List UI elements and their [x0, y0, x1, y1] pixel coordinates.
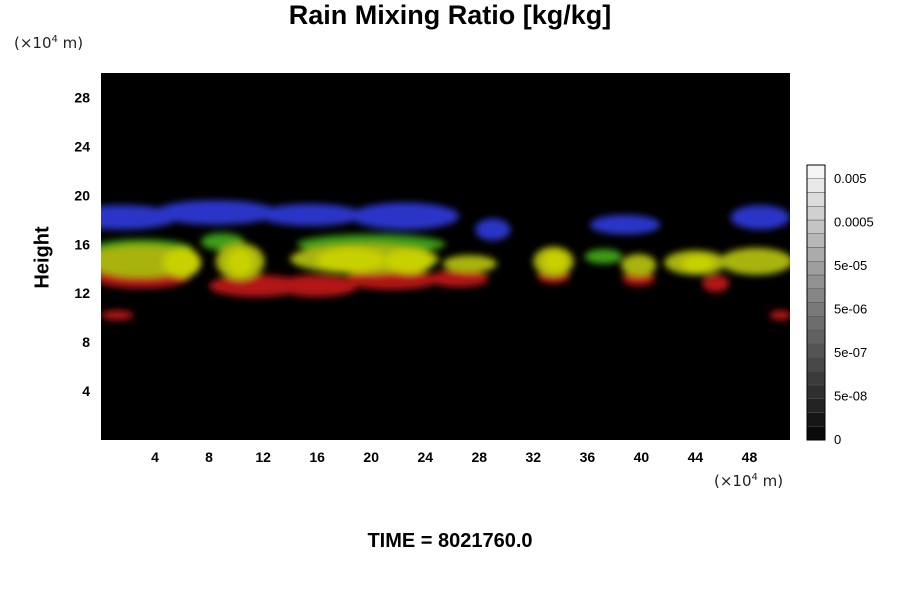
colorbar-tick-label: 5e-08 [834, 389, 867, 404]
y-axis-unit: (×104 m) [14, 34, 83, 52]
rain-region-red-14 [702, 274, 730, 292]
rain-region-yellow-bright-34 [681, 255, 715, 273]
colorbar-tick-label: 5e-07 [834, 345, 867, 360]
rain-region-yellow-bright-29 [163, 247, 201, 278]
colorbar-level [806, 261, 826, 276]
chart-title: Rain Mixing Ratio [kg/kg] [288, 0, 612, 30]
y-tick-label: 16 [74, 236, 90, 252]
y-unit-exponent: 4 [51, 34, 58, 45]
x-tick-label: 44 [688, 449, 704, 465]
colorbar-level [806, 329, 826, 344]
y-unit-suffix: m) [57, 34, 84, 52]
colorbar-level [806, 247, 826, 262]
x-unit-exponent: 4 [751, 472, 758, 483]
rain-region-red-8 [209, 274, 304, 297]
rain-region-blue-5 [590, 214, 661, 235]
colorbar-tick-label: 5e-05 [834, 258, 867, 273]
colorbar-level [806, 316, 826, 331]
rain-region-red-11 [429, 269, 489, 288]
x-unit-prefix: (×10 [714, 472, 752, 490]
rain-region-blue-6 [730, 205, 790, 230]
y-tick-label: 24 [74, 138, 90, 154]
colorbar-level [806, 274, 826, 289]
colorbar-level [806, 412, 826, 427]
colorbar-tick-label: 0.005 [834, 171, 867, 186]
colorbar-tick-label: 0.0005 [834, 215, 874, 230]
colorbar-level [806, 398, 826, 413]
y-tick-label: 8 [82, 334, 90, 350]
colorbar-level [806, 302, 826, 317]
x-tick-label: 16 [309, 449, 325, 465]
rain-region-yellow-bright-33 [542, 250, 568, 273]
y-unit-prefix: (×10 [14, 34, 52, 52]
x-tick-label: 20 [363, 449, 379, 465]
y-tick-label: 20 [74, 187, 90, 203]
rain-region-red-13 [622, 271, 655, 286]
colorbar-level [806, 384, 826, 399]
y-tick-label: 28 [74, 89, 90, 105]
colorbar-level [806, 192, 826, 207]
colorbar-level [806, 343, 826, 358]
y-tick-label: 4 [82, 383, 90, 399]
x-tick-label: 32 [526, 449, 542, 465]
colorbar-level [806, 206, 826, 221]
colorbar-level [806, 426, 826, 441]
colorbar-level [806, 371, 826, 386]
colorbar-level [806, 288, 826, 303]
x-tick-label: 12 [255, 449, 271, 465]
colorbar-tick-label: 5e-06 [834, 302, 867, 317]
rain-field-regions [101, 200, 790, 321]
x-tick-label: 48 [742, 449, 758, 465]
colorbar-frame [806, 164, 826, 441]
rain-region-yellow-26 [621, 254, 657, 277]
rain-region-yellow-bright-31 [317, 247, 385, 273]
colorbar-tick-label: 0 [834, 432, 841, 447]
rain-region-green-20 [584, 249, 623, 264]
rain-region-red-16 [769, 310, 790, 321]
x-tick-label: 40 [634, 449, 650, 465]
rain-region-blue-3 [350, 202, 460, 230]
x-tick-label: 28 [471, 449, 487, 465]
colorbar-level [806, 357, 826, 372]
colorbar-level [806, 219, 826, 234]
rain-region-red-9 [276, 274, 358, 297]
y-tick-labels: 4 8 12 16 20 24 28 [74, 89, 90, 399]
x-tick-label: 4 [151, 449, 159, 465]
rain-region-yellow-28 [719, 247, 790, 275]
x-unit-suffix: m) [757, 472, 784, 490]
x-tick-label: 8 [205, 449, 213, 465]
colorbar-level [806, 233, 826, 248]
x-tick-label: 24 [417, 449, 433, 465]
time-label: TIME = 8021760.0 [367, 530, 533, 552]
rain-region-blue-1 [155, 200, 277, 225]
x-axis-unit: (×104 m) [714, 472, 783, 490]
y-tick-label: 12 [74, 285, 90, 301]
rain-region-blue-4 [475, 218, 511, 241]
rain-region-red-10 [344, 269, 439, 290]
x-tick-labels: 4 8 12 16 20 24 28 32 36 40 44 48 [151, 449, 757, 465]
colorbar-level [806, 164, 826, 179]
colorbar: 0.005 0.0005 5e-05 5e-06 5e-07 5e-08 0 [806, 164, 874, 447]
x-tick-label: 36 [580, 449, 596, 465]
rain-region-yellow-bright-32 [384, 249, 434, 274]
rain-region-red-15 [101, 310, 134, 321]
rain-region-yellow-bright-30 [226, 249, 254, 277]
rain-region-yellow-24 [442, 255, 497, 273]
colorbar-level [806, 178, 826, 193]
rain-region-blue-2 [259, 203, 362, 226]
